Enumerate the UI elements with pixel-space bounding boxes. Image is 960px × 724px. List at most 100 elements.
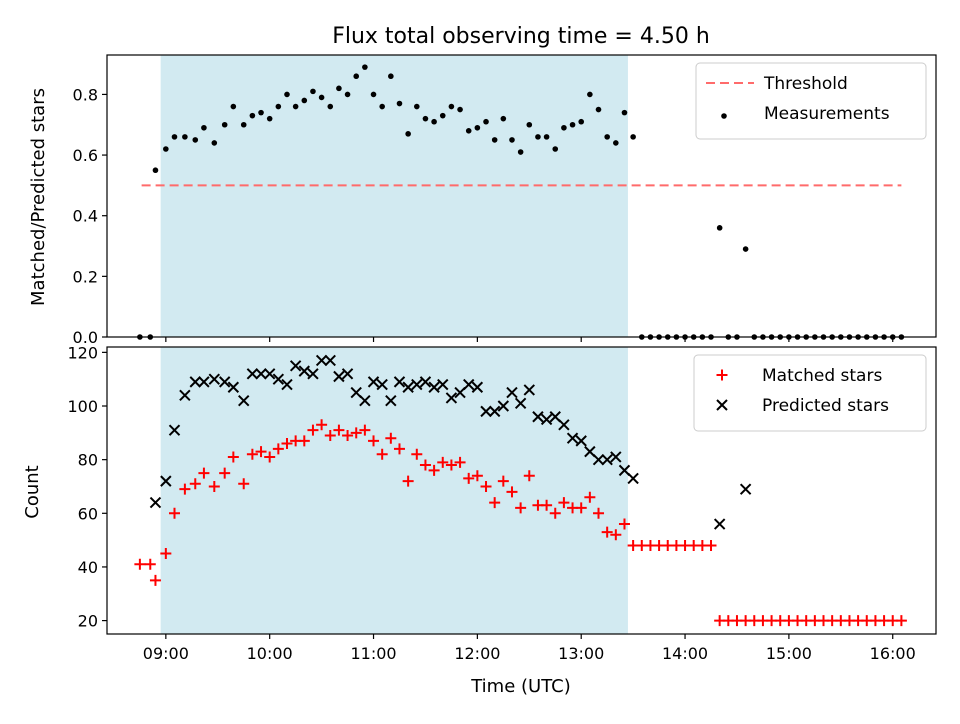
predicted-star-point	[514, 397, 527, 410]
predicted-star-point	[575, 435, 587, 447]
matched-star-point	[419, 459, 431, 471]
y-tick-label: 0.8	[73, 85, 98, 104]
measurement-point	[431, 118, 437, 125]
predicted-star-point	[160, 475, 172, 487]
legend-label: Threshold	[763, 74, 848, 94]
legend: Matched stars Predicted stars	[693, 354, 927, 432]
legend-matched-swatch	[716, 369, 728, 381]
measurement-point	[543, 134, 550, 140]
x-tick-label: 12:00	[454, 644, 500, 663]
x-tick-label: 14:00	[662, 644, 708, 663]
predicted-star-point	[488, 405, 501, 418]
bottom-panel: 20 40 60 80 100 120 09:00 10:00 11:00 12:00 13:00 1…	[67, 343, 937, 663]
measurement-point	[630, 134, 636, 140]
matched-star-point	[333, 424, 345, 436]
matched-star-point	[584, 491, 596, 503]
predicted-star-point	[558, 419, 570, 431]
matched-star-point	[506, 486, 518, 498]
measurement-point	[621, 109, 628, 116]
y-tick-label: 0.4	[73, 207, 98, 226]
measurement-point	[578, 118, 585, 125]
measurement-point	[310, 88, 316, 95]
series-predicted-stars	[149, 354, 752, 530]
top-y-axis-label: Matched/Predicted stars	[28, 88, 49, 306]
predicted-star-point	[411, 378, 423, 391]
measurement-point	[301, 97, 308, 104]
predicted-star-point	[584, 445, 596, 458]
matched-star-point	[402, 475, 414, 487]
predicted-star-point	[610, 451, 622, 463]
predicted-star-point	[227, 381, 240, 393]
predicted-star-point	[523, 384, 535, 396]
matched-star-point	[705, 539, 717, 551]
predicted-star-point	[497, 400, 510, 412]
predicted-star-point	[549, 411, 561, 423]
predicted-star-point	[324, 354, 336, 367]
predicted-star-point	[168, 424, 181, 436]
predicted-star-point	[532, 411, 544, 423]
predicted-star-point	[149, 496, 162, 509]
measurement-point	[569, 121, 576, 128]
legend-measurement-swatch	[721, 113, 727, 119]
y-tick-label: 100	[67, 397, 98, 416]
matched-star-point	[189, 478, 201, 490]
measurement-point	[509, 137, 515, 143]
matched-star-point	[227, 451, 239, 463]
measurement-point	[275, 103, 282, 110]
matched-star-point	[264, 451, 276, 463]
measurement-point	[258, 109, 264, 116]
matched-star-point	[445, 459, 457, 471]
measurement-point	[465, 128, 472, 134]
predicted-star-point	[218, 376, 231, 388]
matched-star-point	[359, 424, 371, 436]
matched-star-point	[255, 446, 267, 458]
predicted-star-point	[428, 381, 440, 393]
matched-star-point	[437, 456, 449, 468]
series-measurements	[137, 64, 905, 340]
x-axis-label: Time (UTC)	[470, 676, 571, 697]
predicted-star-point	[289, 360, 302, 372]
measurement-point	[353, 73, 360, 80]
matched-star-point	[497, 475, 509, 487]
predicted-star-point	[402, 381, 414, 393]
x-tick-label: 09:00	[143, 644, 189, 663]
measurement-point	[483, 118, 489, 125]
matched-star-point	[463, 472, 475, 484]
matched-star-point	[411, 448, 423, 460]
predicted-star-point	[393, 376, 406, 388]
predicted-star-point	[445, 392, 458, 404]
predicted-star-point	[255, 368, 267, 380]
measurement-point	[249, 112, 256, 119]
predicted-star-point	[601, 453, 613, 466]
matched-star-point	[342, 430, 354, 442]
legend-box	[693, 354, 927, 432]
y-tick-label: 40	[78, 558, 98, 577]
matched-star-point	[480, 480, 492, 492]
matched-star-point	[246, 448, 258, 460]
predicted-star-point	[179, 389, 191, 401]
y-tick-label: 0.6	[73, 146, 98, 165]
matched-star-point	[350, 427, 362, 439]
matched-star-point	[149, 574, 161, 586]
measurement-point	[517, 149, 524, 155]
measurement-point	[379, 103, 385, 110]
predicted-star-point	[350, 386, 362, 399]
measurement-point	[613, 140, 619, 146]
matched-star-point	[549, 507, 561, 519]
x-tick-label: 10:00	[247, 644, 293, 663]
matched-star-point	[368, 435, 380, 447]
measurement-point	[211, 140, 218, 146]
measurement-point	[201, 124, 207, 131]
predicted-star-point	[376, 378, 388, 391]
measurement-point	[336, 85, 342, 92]
observing-window-band	[160, 347, 628, 634]
measurement-point	[595, 106, 602, 113]
predicted-star-point	[739, 483, 752, 495]
matched-star-point	[618, 518, 630, 530]
measurement-point	[396, 100, 403, 107]
matched-star-point	[558, 497, 570, 509]
matched-star-point	[272, 443, 284, 455]
predicted-star-point	[263, 368, 276, 380]
measurement-point	[716, 225, 723, 231]
